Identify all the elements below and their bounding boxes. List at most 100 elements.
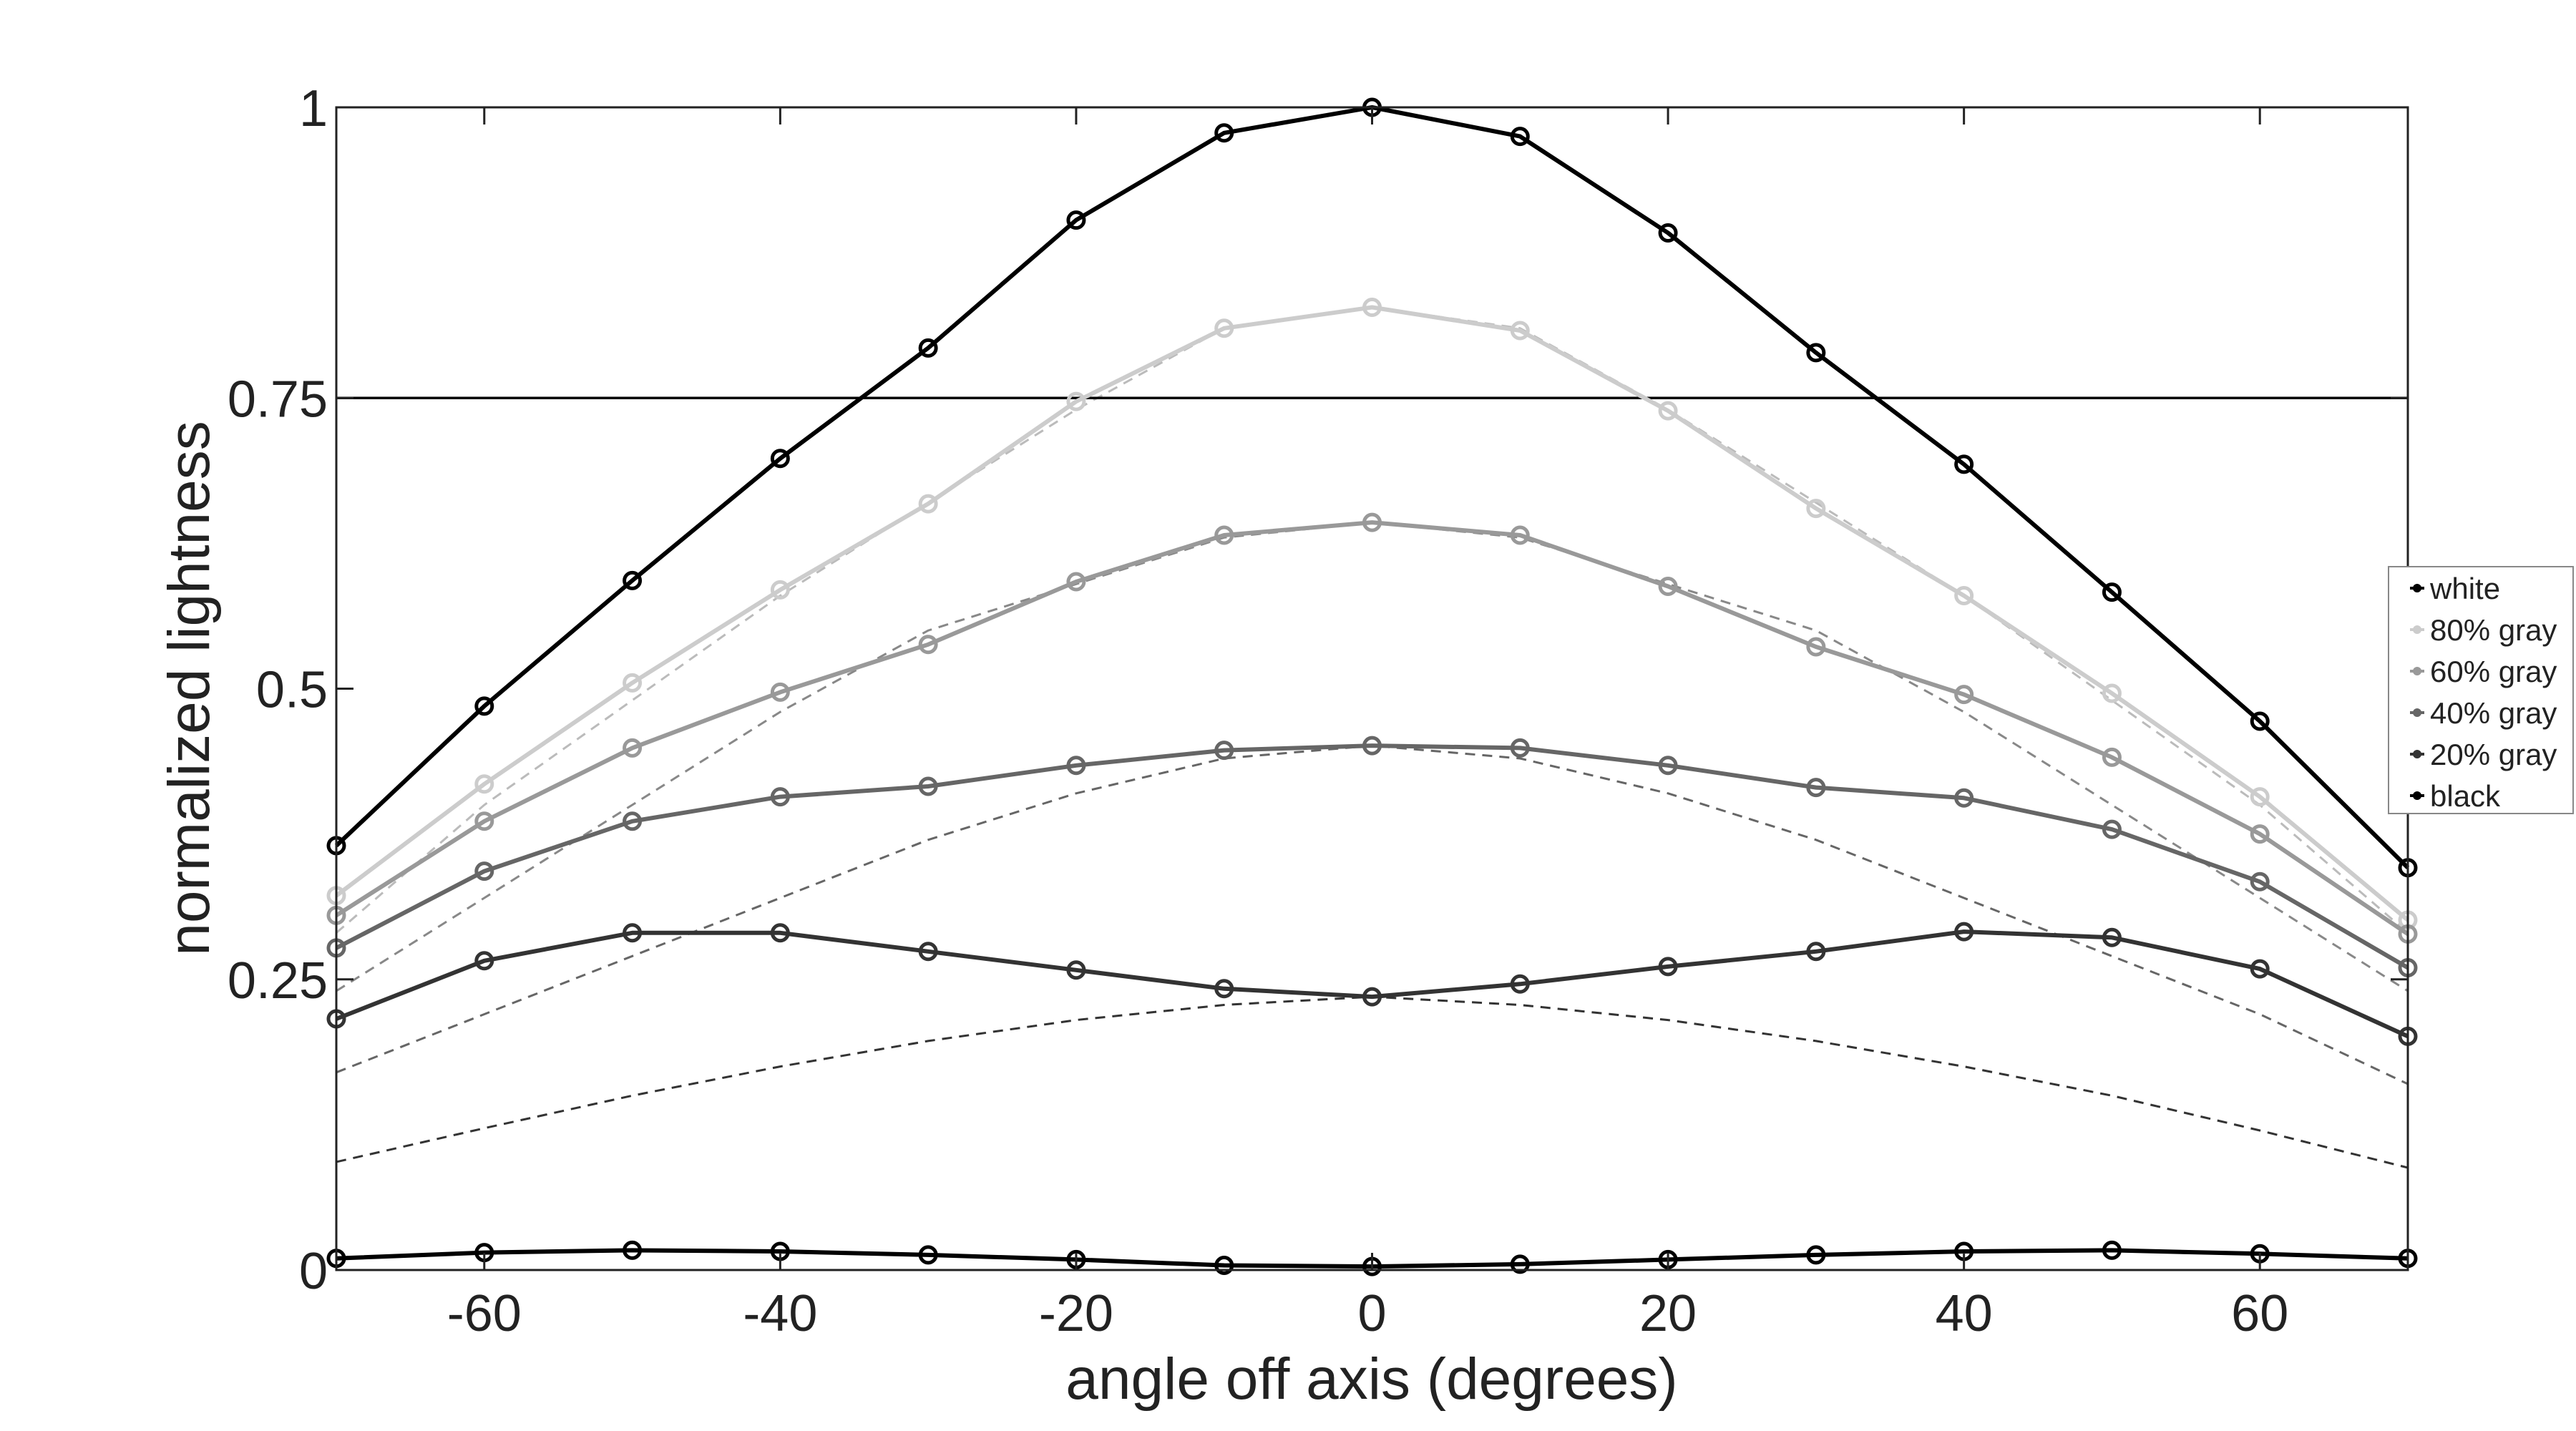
data-point — [2250, 787, 2270, 807]
data-point — [623, 570, 643, 590]
data-point — [770, 449, 790, 469]
data-point — [1658, 223, 1678, 243]
data-point — [1066, 391, 1086, 411]
data-point — [1510, 127, 1530, 147]
data-point — [1362, 512, 1382, 532]
legend-label: black — [2430, 779, 2501, 813]
legend-entry: 40% gray — [2410, 696, 2557, 730]
data-point — [918, 635, 938, 655]
legend-box — [2388, 566, 2574, 814]
data-point — [918, 942, 938, 962]
legend-swatch-marker — [2413, 584, 2421, 592]
data-point — [770, 580, 790, 600]
data-point — [1954, 788, 1974, 808]
y-axis-label: normalized lightness — [157, 421, 222, 956]
series-line — [335, 743, 2409, 970]
data-point — [2102, 582, 2122, 602]
data-point — [1954, 922, 1974, 942]
data-point — [1214, 123, 1234, 143]
data-point — [474, 861, 494, 881]
series-40-gray — [326, 736, 2418, 977]
data-point — [1066, 756, 1086, 776]
data-point — [2250, 871, 2270, 892]
data-point — [1214, 741, 1234, 761]
x-tick-label: 40 — [1936, 1285, 1993, 1342]
data-point — [2102, 927, 2122, 947]
y-tick-label: 0.5 — [256, 662, 328, 719]
data-point — [1954, 454, 1974, 474]
series-line — [335, 929, 2409, 1039]
data-point — [1658, 401, 1678, 421]
data-point — [1806, 778, 1826, 798]
data-point — [1806, 343, 1826, 363]
legend-label: white — [2429, 572, 2500, 605]
data-point — [918, 338, 938, 358]
data-point — [623, 738, 643, 758]
data-point — [1658, 957, 1678, 977]
legend-label: 40% gray — [2430, 696, 2557, 730]
x-tick-label: 60 — [2231, 1285, 2288, 1342]
data-point — [1658, 756, 1678, 776]
data-point — [918, 1245, 938, 1265]
data-point — [1806, 637, 1826, 657]
data-point — [1214, 979, 1234, 999]
x-tick-label: -60 — [447, 1285, 522, 1342]
x-tick-label: -20 — [1039, 1285, 1113, 1342]
data-point — [1658, 577, 1678, 596]
y-tick-label: 0.25 — [228, 952, 328, 1010]
data-point — [474, 696, 494, 716]
legend-label: 60% gray — [2430, 655, 2557, 688]
data-point — [1362, 736, 1382, 756]
legend-label: 20% gray — [2430, 738, 2557, 771]
data-point — [2102, 747, 2122, 767]
legend: white 80% gray 60% gray 40% gray 20% gray bla… — [2388, 566, 2574, 814]
y-tick-label: 0.75 — [228, 371, 328, 428]
data-point — [474, 774, 494, 794]
legend-swatch-marker — [2413, 750, 2421, 758]
series-80-gray — [326, 298, 2418, 930]
data-point — [2102, 683, 2122, 703]
data-point — [1806, 1245, 1826, 1265]
legend-entry: white — [2410, 572, 2500, 605]
legend-entry: 80% gray — [2410, 613, 2557, 647]
data-point — [2102, 819, 2122, 839]
x-tick-label: -40 — [743, 1285, 817, 1342]
data-point — [1214, 318, 1234, 338]
x-tick-label: 20 — [1639, 1285, 1697, 1342]
axis-ticks: -60 -40 -20 0 20 40 60 0 0.25 0.5 0.75 1 — [228, 80, 2408, 1342]
data-point — [1066, 960, 1086, 980]
y-tick-label: 1 — [299, 80, 328, 137]
data-point — [770, 923, 790, 943]
data-point — [623, 811, 643, 831]
data-point — [1510, 525, 1530, 545]
data-point — [1510, 321, 1530, 341]
legend-swatch-marker — [2413, 625, 2421, 634]
legend-swatch-marker — [2413, 791, 2421, 800]
data-point — [1066, 210, 1086, 230]
series-line — [335, 520, 2409, 936]
data-point — [1954, 586, 1974, 605]
data-point — [1214, 1256, 1234, 1275]
data-point — [474, 811, 494, 831]
x-axis-label: angle off axis (degrees) — [1065, 1347, 1677, 1412]
data-point — [1510, 974, 1530, 994]
data-point — [1806, 942, 1826, 962]
legend-entry: 60% gray — [2410, 655, 2557, 688]
series-line — [335, 305, 2409, 922]
y-tick-label: 0 — [299, 1243, 328, 1300]
data-point — [1066, 572, 1086, 592]
legend-entry: black — [2410, 779, 2501, 813]
data-point — [1362, 987, 1382, 1007]
data-point — [623, 1240, 643, 1260]
legend-swatch-marker — [2413, 667, 2421, 675]
data-point — [2250, 711, 2270, 731]
data-point — [623, 923, 643, 943]
data-point — [770, 682, 790, 702]
data-point — [2102, 1240, 2122, 1260]
data-point — [770, 787, 790, 807]
data-point — [918, 494, 938, 514]
series-20-gray — [326, 922, 2418, 1046]
data-point — [623, 673, 643, 693]
x-tick-label: 0 — [1357, 1285, 1386, 1342]
